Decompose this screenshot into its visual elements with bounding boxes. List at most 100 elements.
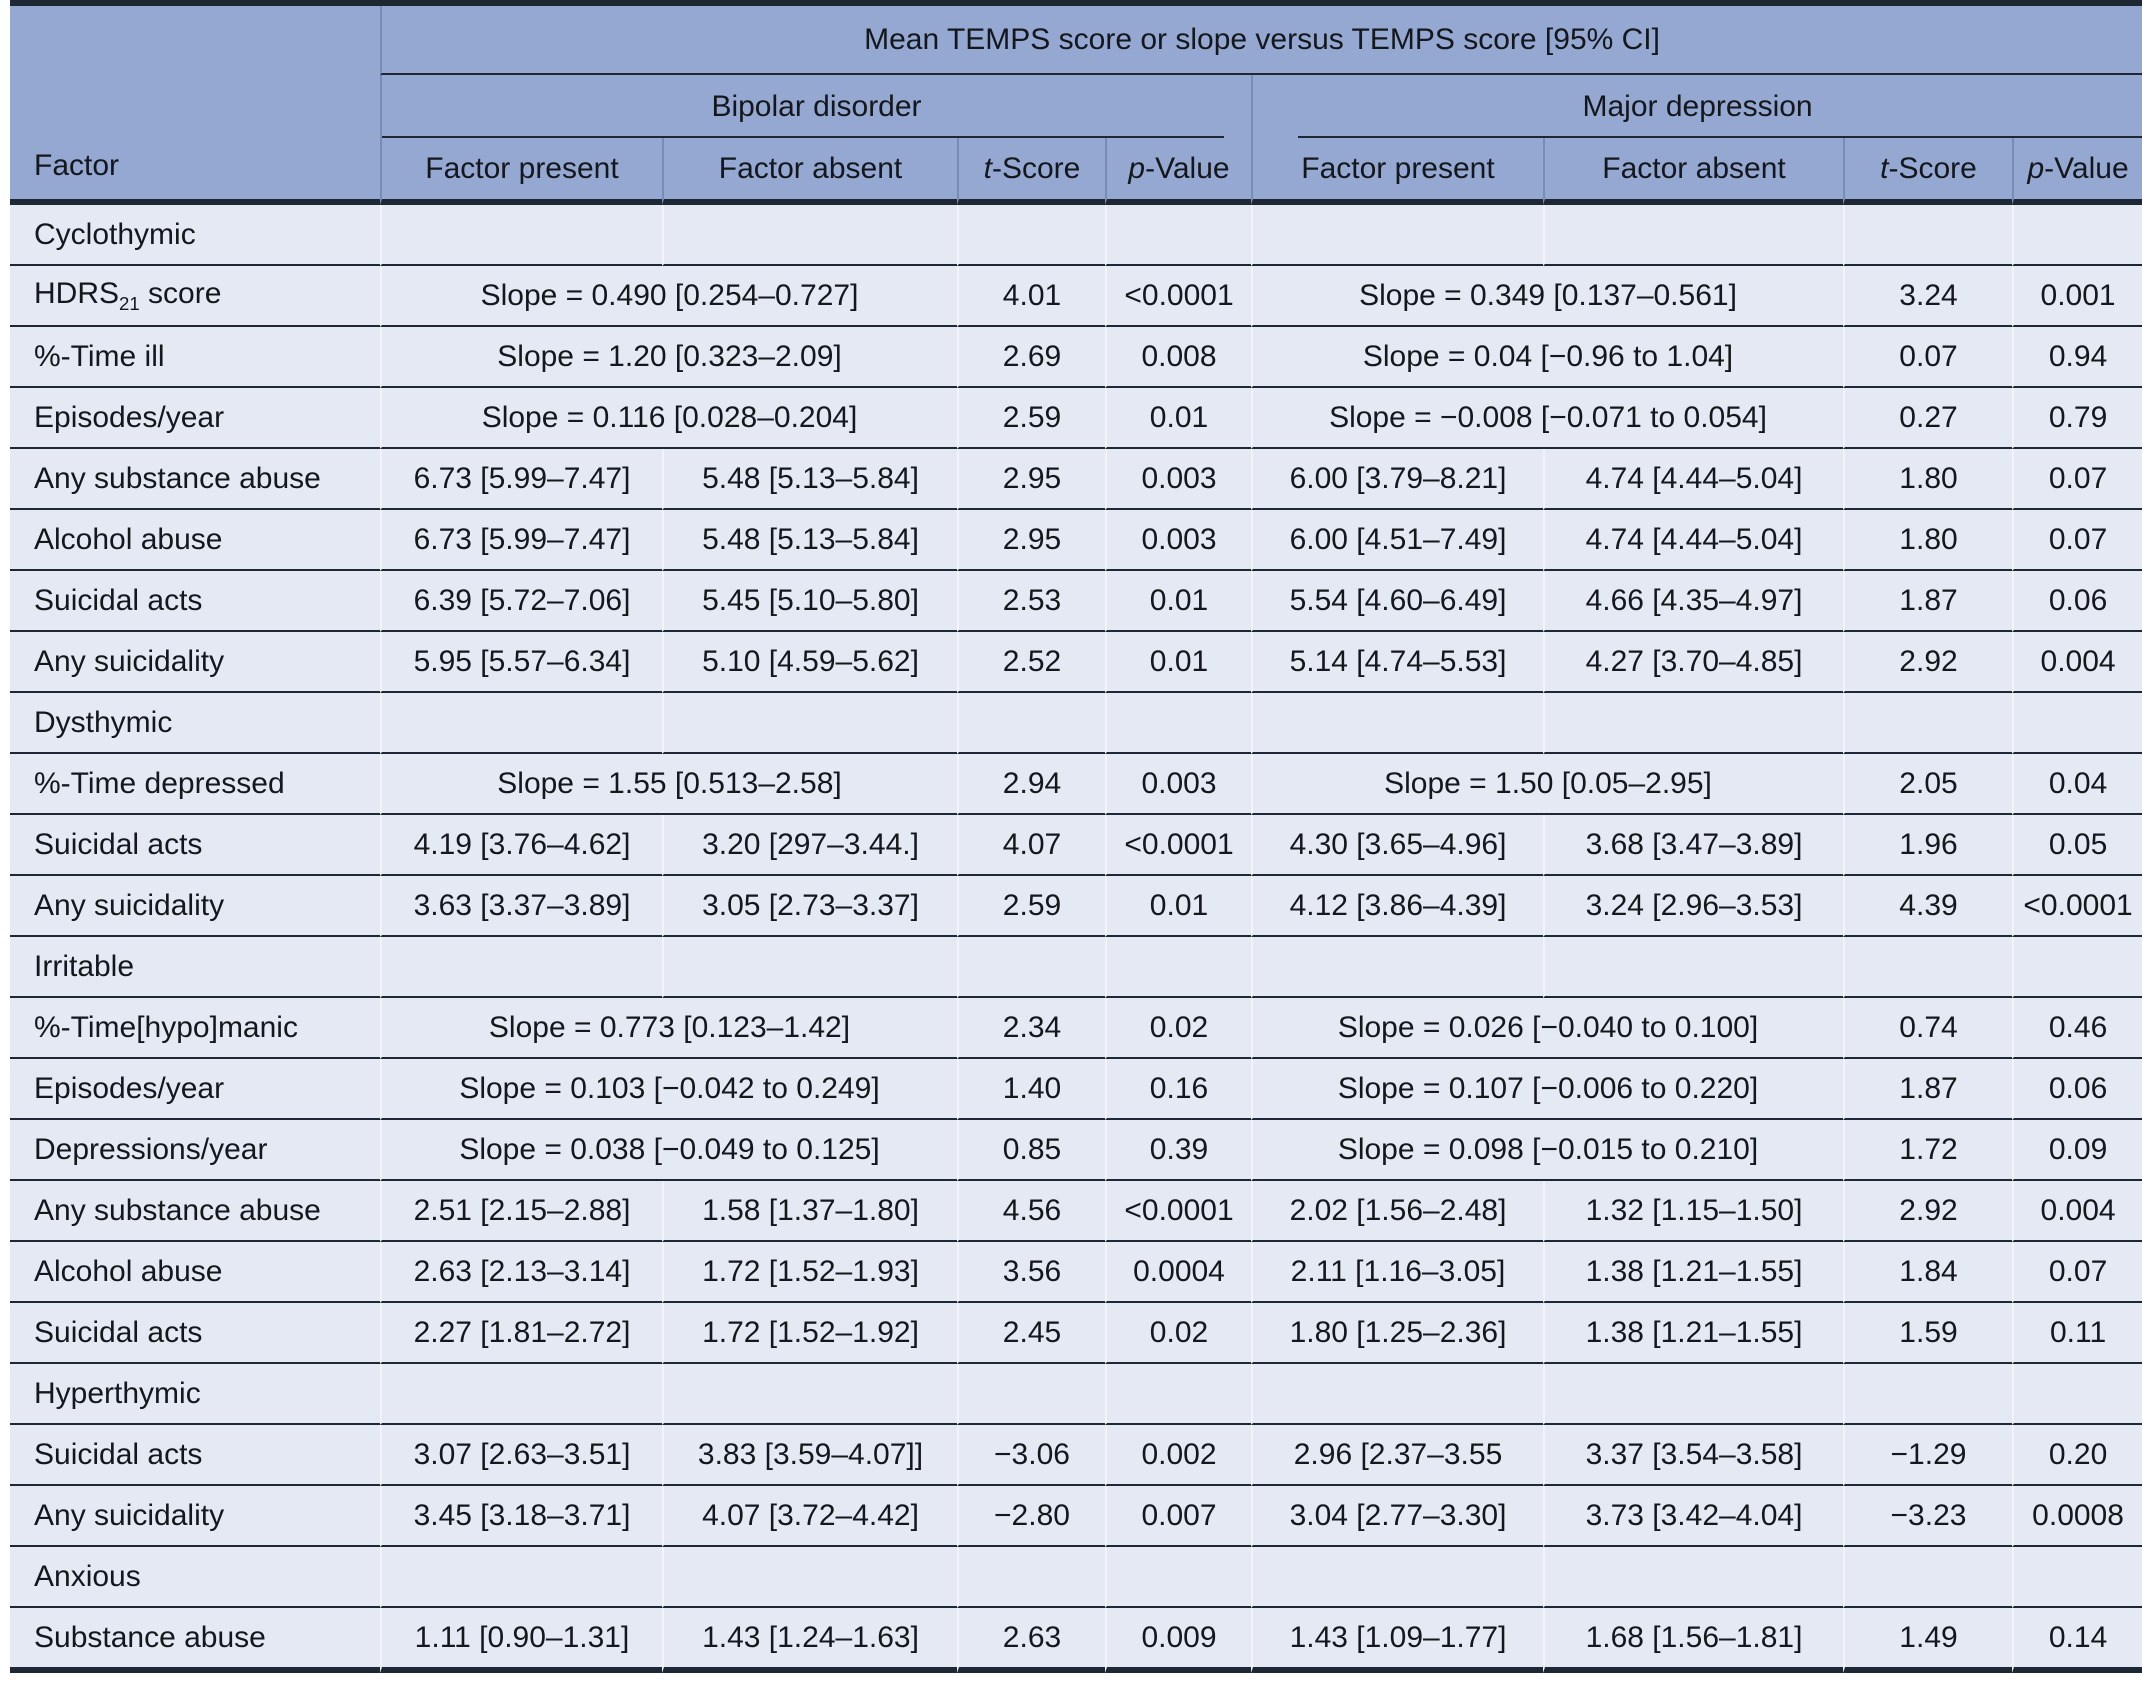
section-row: Cyclothymic	[10, 205, 2142, 266]
factor-cell: Substance abuse	[10, 1608, 380, 1673]
bd-tscore-cell: 4.07	[957, 815, 1105, 876]
md-pvalue-cell: 0.09	[2012, 1120, 2142, 1181]
md-factor-absent-cell: 3.37 [3.54–3.58]	[1543, 1425, 1843, 1486]
section-empty-cell	[380, 205, 662, 266]
bd-factor-absent-cell: 5.10 [4.59–5.62]	[662, 632, 957, 693]
section-empty-cell	[1105, 205, 1251, 266]
bd-factor-present-cell: 3.07 [2.63–3.51]	[380, 1425, 662, 1486]
factor-cell: Any suicidality	[10, 876, 380, 937]
section-empty-cell	[1251, 937, 1543, 998]
header-columns-row: Factor present Factor absent t-Score p-V…	[10, 138, 2142, 205]
section-empty-cell	[1843, 937, 2012, 998]
md-factor-absent-cell: 1.38 [1.21–1.55]	[1543, 1303, 1843, 1364]
factor-cell: %-Time[hypo]manic	[10, 998, 380, 1059]
italic-letter: t	[983, 151, 992, 185]
section-label: Anxious	[10, 1547, 380, 1608]
table-row: Alcohol abuse 2.63 [2.13–3.14] 1.72 [1.52–…	[10, 1242, 2142, 1303]
md-pvalue-cell: <0.0001	[2012, 876, 2142, 937]
table-body: Cyclothymic HDRS21 score Slope = 0.490 [0.…	[10, 205, 2142, 1673]
section-empty-cell	[1251, 205, 1543, 266]
bd-pvalue-cell: 0.02	[1105, 998, 1251, 1059]
column-header-factor-absent-bd: Factor absent	[662, 138, 957, 205]
md-pvalue-cell: 0.001	[2012, 266, 2142, 327]
group-label: Major depression	[1582, 89, 1813, 123]
factor-cell: Any substance abuse	[10, 449, 380, 510]
table-title: Mean TEMPS score or slope versus TEMPS s…	[380, 6, 2142, 75]
label-text: -Score	[1888, 151, 1977, 185]
factor-cell: Episodes/year	[10, 388, 380, 449]
md-tscore-cell: 1.80	[1843, 449, 2012, 510]
md-slope-cell: Slope = 1.50 [0.05–2.95]	[1251, 754, 1843, 815]
section-empty-cell	[1543, 1547, 1843, 1608]
bd-pvalue-cell: 0.0004	[1105, 1242, 1251, 1303]
table-header: Factor Mean TEMPS score or slope versus …	[10, 6, 2142, 205]
rule-line	[1298, 136, 2142, 138]
md-tscore-cell: 0.07	[1843, 327, 2012, 388]
md-slope-cell: Slope = 0.04 [−0.96 to 1.04]	[1251, 327, 1843, 388]
section-empty-cell	[380, 937, 662, 998]
bd-pvalue-cell: 0.002	[1105, 1425, 1251, 1486]
bd-factor-present-cell: 3.63 [3.37–3.89]	[380, 876, 662, 937]
section-empty-cell	[1543, 205, 1843, 266]
table-row: Any substance abuse 6.73 [5.99–7.47] 5.48 …	[10, 449, 2142, 510]
header-title-row: Factor Mean TEMPS score or slope versus …	[10, 6, 2142, 205]
factor-cell: HDRS21 score	[10, 266, 380, 327]
md-factor-present-cell: 2.02 [1.56–2.48]	[1251, 1181, 1543, 1242]
section-empty-cell	[1105, 1547, 1251, 1608]
md-pvalue-cell: 0.07	[2012, 449, 2142, 510]
md-factor-absent-cell: 4.74 [4.44–5.04]	[1543, 510, 1843, 571]
table-row: Episodes/year Slope = 0.103 [−0.042 to 0.…	[10, 1059, 2142, 1120]
factor-cell: Alcohol abuse	[10, 1242, 380, 1303]
bd-pvalue-cell: <0.0001	[1105, 266, 1251, 327]
bd-pvalue-cell: 0.01	[1105, 571, 1251, 632]
section-row: Hyperthymic	[10, 1364, 2142, 1425]
section-empty-cell	[957, 1547, 1105, 1608]
md-factor-absent-cell: 1.68 [1.56–1.81]	[1543, 1608, 1843, 1673]
bd-slope-cell: Slope = 0.116 [0.028–0.204]	[380, 388, 957, 449]
bd-tscore-cell: 2.59	[957, 388, 1105, 449]
md-factor-present-cell: 1.80 [1.25–2.36]	[1251, 1303, 1543, 1364]
md-factor-absent-cell: 4.74 [4.44–5.04]	[1543, 449, 1843, 510]
md-tscore-cell: −1.29	[1843, 1425, 2012, 1486]
bd-pvalue-cell: 0.02	[1105, 1303, 1251, 1364]
section-empty-cell	[662, 937, 957, 998]
table-row: Alcohol abuse 6.73 [5.99–7.47] 5.48 [5.13–…	[10, 510, 2142, 571]
md-factor-present-cell: 3.04 [2.77–3.30]	[1251, 1486, 1543, 1547]
factor-cell: Suicidal acts	[10, 1425, 380, 1486]
md-pvalue-cell: 0.06	[2012, 571, 2142, 632]
section-empty-cell	[1843, 205, 2012, 266]
bd-slope-cell: Slope = 0.038 [−0.049 to 0.125]	[380, 1120, 957, 1181]
table-row: Substance abuse 1.11 [0.90–1.31] 1.43 [1.2…	[10, 1608, 2142, 1673]
table-row: Suicidal acts 6.39 [5.72–7.06] 5.45 [5.10–…	[10, 571, 2142, 632]
table-row: Any suicidality 5.95 [5.57–6.34] 5.10 [4.5…	[10, 632, 2142, 693]
section-empty-cell	[1843, 693, 2012, 754]
bd-pvalue-cell: <0.0001	[1105, 1181, 1251, 1242]
md-factor-absent-cell: 1.38 [1.21–1.55]	[1543, 1242, 1843, 1303]
md-factor-present-cell: 2.96 [2.37–3.55	[1251, 1425, 1543, 1486]
bd-factor-absent-cell: 5.48 [5.13–5.84]	[662, 510, 957, 571]
table-row: Depressions/year Slope = 0.038 [−0.049 to…	[10, 1120, 2142, 1181]
section-label: Irritable	[10, 937, 380, 998]
table-row: Suicidal acts 3.07 [2.63–3.51] 3.83 [3.59–…	[10, 1425, 2142, 1486]
section-empty-cell	[2012, 937, 2142, 998]
bd-tscore-cell: 2.94	[957, 754, 1105, 815]
bd-factor-absent-cell: 1.72 [1.52–1.92]	[662, 1303, 957, 1364]
column-header-factor-absent-md: Factor absent	[1543, 138, 1843, 205]
md-factor-absent-cell: 3.24 [2.96–3.53]	[1543, 876, 1843, 937]
md-pvalue-cell: 0.14	[2012, 1608, 2142, 1673]
section-empty-cell	[1105, 937, 1251, 998]
section-empty-cell	[957, 693, 1105, 754]
column-header-pvalue-md: p-Value	[2012, 138, 2142, 205]
italic-letter: p	[2027, 151, 2045, 185]
italic-letter: p	[1128, 151, 1146, 185]
md-pvalue-cell: 0.11	[2012, 1303, 2142, 1364]
bd-tscore-cell: 0.85	[957, 1120, 1105, 1181]
section-empty-cell	[662, 205, 957, 266]
section-empty-cell	[1251, 693, 1543, 754]
italic-letter: t	[1880, 151, 1889, 185]
bd-factor-present-cell: 2.63 [2.13–3.14]	[380, 1242, 662, 1303]
section-empty-cell	[957, 205, 1105, 266]
bd-factor-absent-cell: 3.83 [3.59–4.07]]	[662, 1425, 957, 1486]
rule-line	[382, 136, 1224, 138]
md-tscore-cell: −3.23	[1843, 1486, 2012, 1547]
